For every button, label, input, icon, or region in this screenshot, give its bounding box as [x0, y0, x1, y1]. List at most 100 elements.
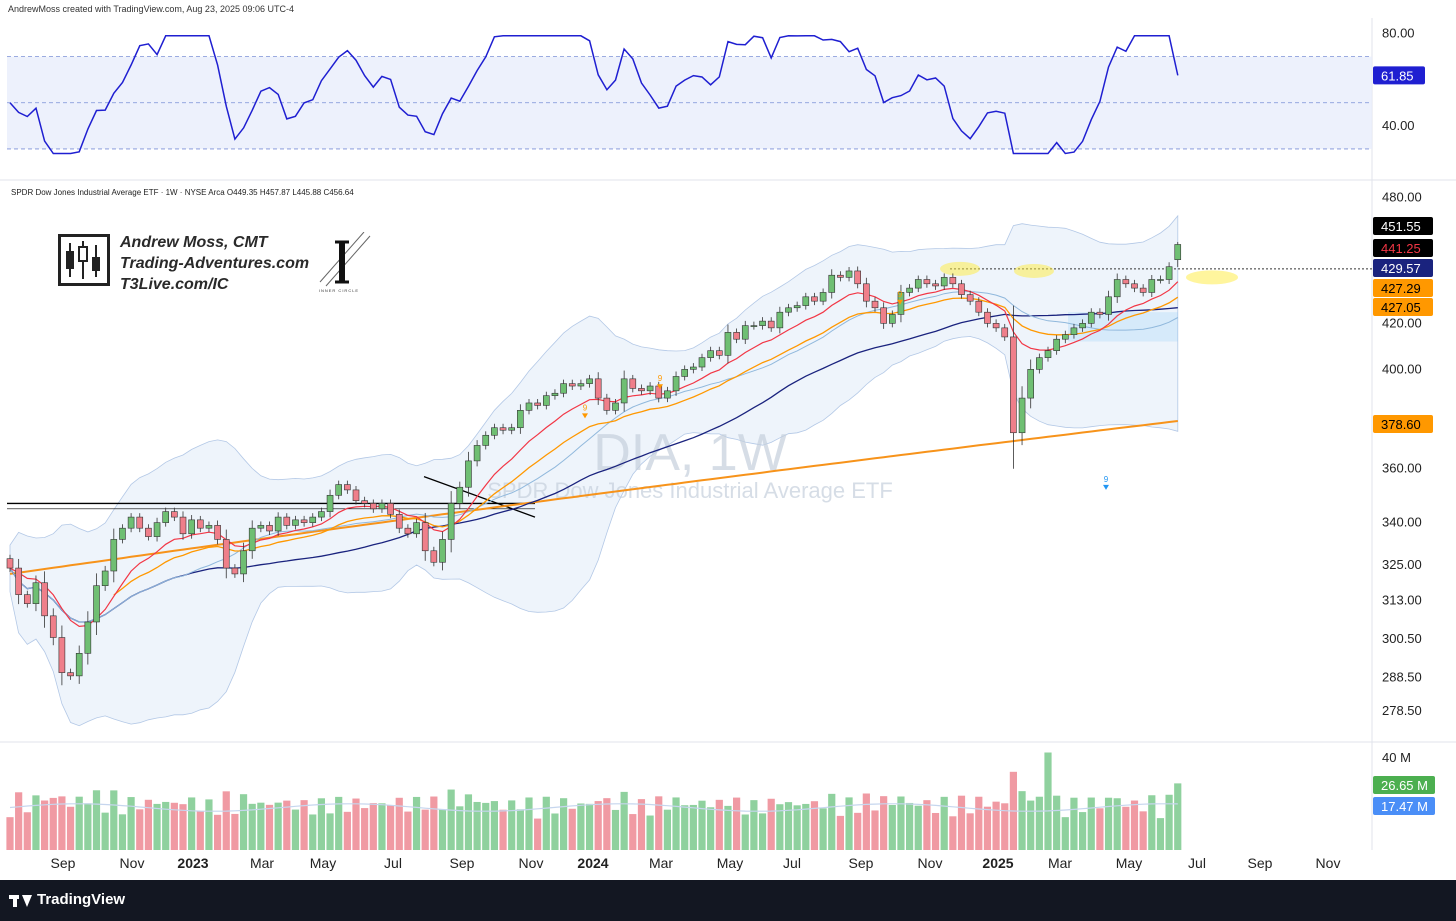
volume-bar	[733, 797, 741, 850]
candle	[15, 567, 22, 595]
volume-bar	[897, 796, 905, 850]
rsi-tick-label: 80.00	[1382, 26, 1415, 41]
volume-average	[9, 803, 1178, 812]
candle	[41, 582, 48, 617]
volume-bar	[300, 800, 308, 850]
candle	[361, 500, 368, 504]
volume-bar	[265, 804, 274, 850]
candle	[439, 539, 446, 563]
candle	[67, 672, 74, 677]
candle	[93, 585, 100, 623]
volume-bar	[1087, 797, 1095, 850]
volume-bar	[15, 792, 23, 850]
price-tick-label: 420.00	[1382, 315, 1422, 330]
candle	[984, 311, 991, 324]
volume-bar	[464, 794, 473, 850]
volume-bar	[32, 795, 40, 850]
sma-200-line	[9, 420, 1178, 575]
candle	[309, 516, 317, 523]
tradingview-logo[interactable]: TradingView	[9, 891, 125, 908]
candle	[923, 279, 931, 285]
volume-bar	[949, 816, 957, 850]
volume-bar	[1104, 797, 1113, 850]
price-tag-label: 427.29	[1381, 281, 1421, 296]
volume-bar	[508, 800, 516, 850]
volume-bar	[58, 796, 66, 850]
volume-bar	[239, 794, 248, 850]
candle	[1018, 397, 1026, 434]
candle	[759, 320, 766, 326]
volume-bar	[767, 798, 775, 850]
candle	[724, 332, 732, 356]
candle	[1036, 357, 1043, 370]
candle	[819, 292, 827, 302]
tradingview-logo-icon	[9, 893, 32, 907]
volume-bar	[957, 795, 966, 850]
volume-bar	[1053, 795, 1061, 850]
candle	[75, 653, 83, 677]
volume-bar	[412, 796, 421, 850]
candle	[629, 378, 637, 389]
price-tick-label: 325.00	[1382, 557, 1422, 572]
candle	[222, 539, 230, 569]
price-tick-label: 480.00	[1382, 189, 1422, 204]
candle	[568, 383, 576, 387]
price-tag	[1373, 415, 1433, 433]
time-axis-label: Mar	[649, 855, 673, 871]
candle	[776, 311, 784, 329]
time-axis-label: Jul	[1188, 855, 1206, 871]
tradingview-footer: TradingView	[0, 880, 1456, 921]
candle	[1165, 266, 1173, 280]
chart-canvas[interactable]: DIA, 1W SPDR Dow Jones Industrial Average…	[0, 18, 1456, 880]
volume-bar	[118, 814, 127, 850]
candle	[1062, 334, 1069, 340]
candle	[594, 378, 602, 399]
volume-bar	[291, 809, 300, 850]
candlestick-logo-icon	[58, 234, 110, 286]
time-axis-label: Nov	[918, 855, 943, 871]
candle	[145, 527, 152, 537]
volume-bar	[404, 811, 412, 850]
volume-bar	[681, 805, 689, 850]
candle	[326, 494, 334, 512]
candle	[335, 484, 343, 496]
volume-bar	[214, 814, 222, 850]
time-axis-label: 2023	[177, 855, 208, 871]
time-axis-label: 2024	[577, 855, 608, 871]
volume-bar	[1035, 796, 1043, 850]
candle	[101, 570, 109, 587]
candle	[508, 427, 516, 431]
tradingview-logo-text: TradingView	[37, 891, 126, 908]
rsi-value-tag	[1373, 66, 1425, 85]
candle	[430, 550, 438, 563]
volume-bar	[127, 797, 135, 850]
candle	[171, 511, 178, 518]
volume-bar	[880, 796, 888, 850]
candle	[1010, 336, 1017, 434]
volume-bar	[257, 802, 265, 850]
volume-bar	[672, 797, 680, 850]
volume-bar	[326, 813, 334, 850]
volume-bar	[1165, 794, 1173, 850]
candle	[119, 527, 126, 540]
volume-bar	[862, 793, 870, 850]
volume-bar	[1018, 791, 1026, 850]
volume-bar	[343, 811, 351, 850]
volume-bar	[274, 802, 282, 850]
time-axis-label: Nov	[120, 855, 145, 871]
volume-bar	[542, 796, 550, 850]
price-tick-label: 278.50	[1382, 703, 1422, 718]
td-count-label: 9	[583, 403, 588, 412]
volume-bar	[724, 805, 732, 850]
time-axis-label: Sep	[450, 855, 475, 871]
candle	[517, 410, 524, 429]
time-axis-label: Nov	[1316, 855, 1341, 871]
candle	[534, 402, 541, 406]
volume-bar	[914, 805, 922, 850]
volume-bar	[309, 814, 317, 850]
candle	[1070, 327, 1078, 335]
candle	[23, 594, 31, 604]
candle	[283, 516, 291, 526]
candle	[197, 519, 204, 529]
brand-name: Andrew Moss, CMT	[120, 234, 268, 251]
